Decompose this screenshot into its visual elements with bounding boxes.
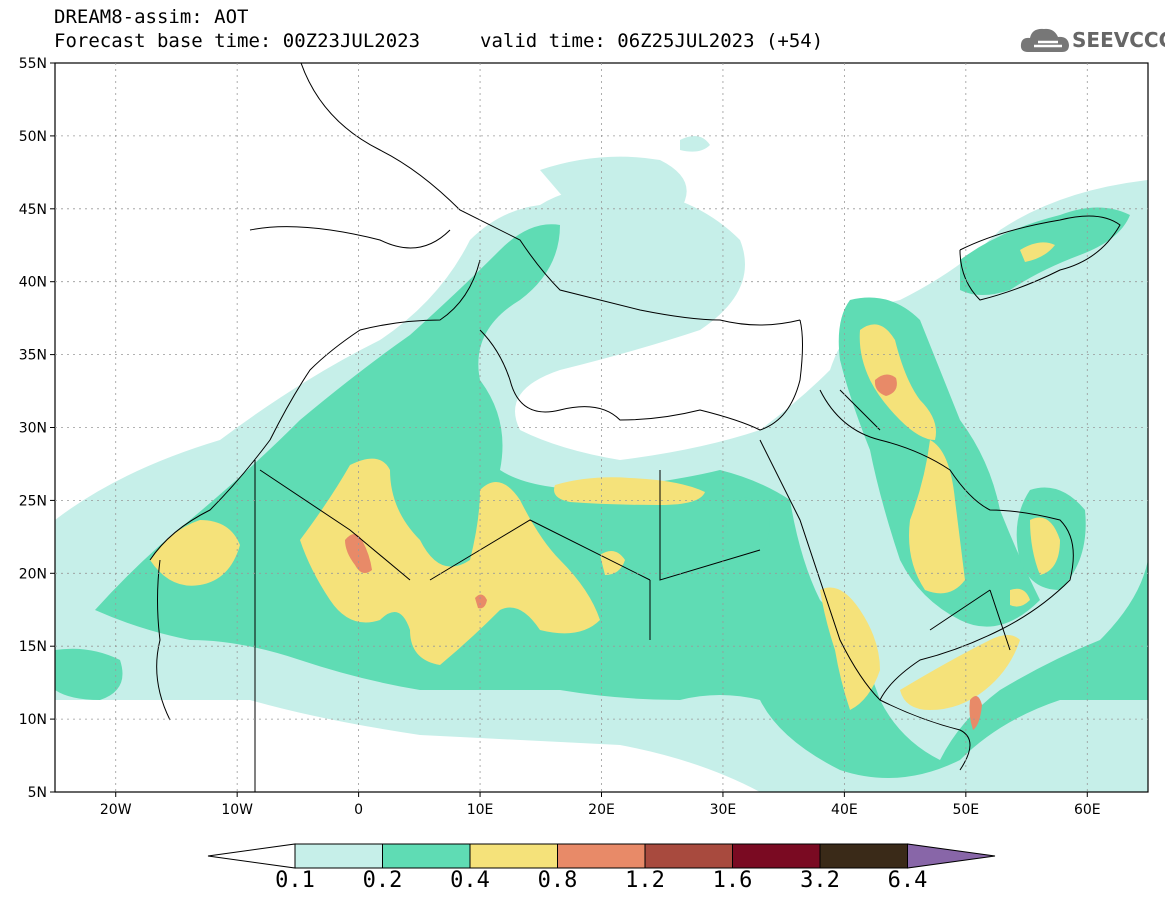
- legend-label: 1.2: [625, 868, 665, 893]
- lon-label: 20W: [100, 802, 132, 818]
- lat-label: 40N: [19, 275, 47, 291]
- lat-label: 45N: [19, 202, 47, 218]
- legend-label: 0.1: [275, 868, 315, 893]
- legend-label: 0.4: [450, 868, 490, 893]
- lon-label: 30E: [710, 802, 737, 818]
- lat-label: 50N: [19, 129, 47, 145]
- legend-swatch: [294, 843, 383, 869]
- lat-label: 25N: [19, 493, 47, 509]
- legend-swatch: [557, 843, 646, 869]
- product-title: DREAM8-assim: AOT: [54, 6, 249, 28]
- valid-time: valid time: 06Z25JUL2023 (+54): [480, 30, 824, 52]
- legend-swatch: [469, 843, 558, 869]
- lon-label: 50E: [952, 802, 979, 818]
- legend-label: 0.2: [362, 868, 403, 893]
- legend-label: 6.4: [887, 868, 928, 893]
- lat-label: 55N: [19, 56, 47, 72]
- graticule: [55, 63, 1148, 792]
- lon-label: 20E: [588, 802, 615, 818]
- legend-label: 3.2: [800, 868, 840, 893]
- lat-label: 35N: [19, 348, 47, 364]
- lon-label: 10W: [221, 802, 253, 818]
- color-legend: [207, 843, 996, 869]
- lat-label: 20N: [19, 566, 47, 582]
- legend-swatch: [382, 843, 471, 869]
- seevccc-logo: SEEVCCC: [1072, 28, 1165, 52]
- legend-over-triangle: [907, 843, 996, 869]
- legend-under-triangle: [207, 843, 296, 869]
- coastlines: [149, 63, 1121, 792]
- legend-label: 1.6: [712, 868, 753, 893]
- legend-swatch: [819, 843, 908, 869]
- lon-label: 0: [354, 802, 363, 818]
- lat-label: 10N: [19, 712, 47, 728]
- legend-swatch: [732, 843, 821, 869]
- base-time: Forecast base time: 00Z23JUL2023: [54, 30, 421, 52]
- lon-label: 10E: [467, 802, 494, 818]
- lon-label: 40E: [831, 802, 858, 818]
- cloud-icon: [1020, 28, 1069, 52]
- legend-label: 0.8: [537, 868, 578, 893]
- lat-label: 15N: [19, 639, 47, 655]
- lat-label: 5N: [28, 785, 47, 801]
- lon-label: 60E: [1074, 802, 1101, 818]
- lat-label: 30N: [19, 421, 47, 437]
- legend-swatch: [644, 843, 733, 869]
